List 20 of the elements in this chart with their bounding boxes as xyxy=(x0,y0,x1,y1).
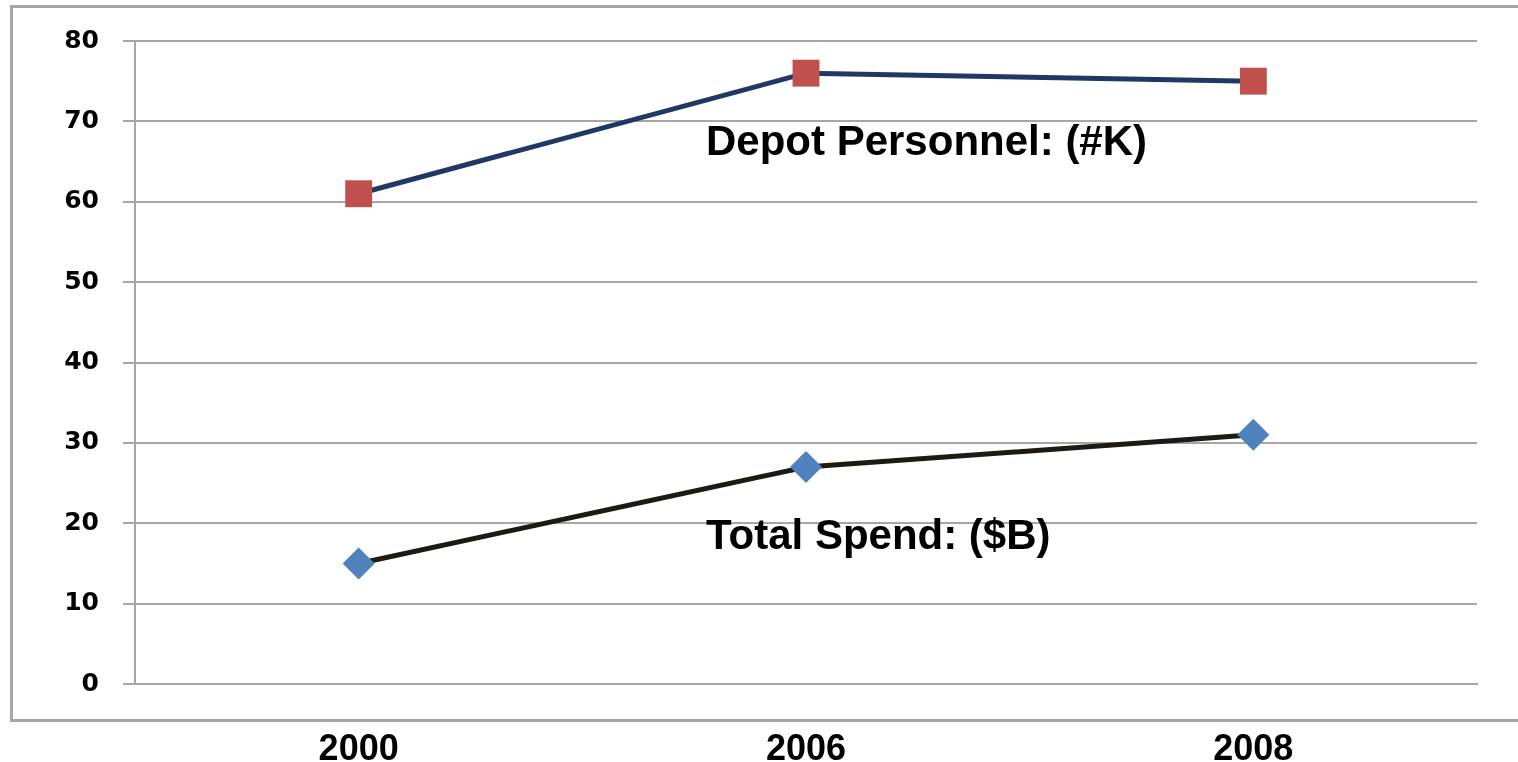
series-label: Total Spend: ($B) xyxy=(706,510,1051,558)
point xyxy=(792,59,820,87)
y-tick-label: 60 xyxy=(64,185,99,215)
point xyxy=(342,547,375,580)
x-tick-label: 2008 xyxy=(1213,726,1294,762)
y-tick-label: 70 xyxy=(64,104,99,134)
y-tick-label: 40 xyxy=(64,346,99,375)
series-label: Depot Personnel: (#K) xyxy=(706,117,1148,165)
y-tick-label: 30 xyxy=(64,426,99,456)
x-tick-label: 2006 xyxy=(765,726,847,762)
y-tick-label: 20 xyxy=(64,506,99,536)
y-tick-label: 10 xyxy=(64,587,99,617)
y-tick-label: 50 xyxy=(64,265,99,295)
point xyxy=(345,180,373,208)
point xyxy=(1237,418,1270,451)
y-tick-label: 80 xyxy=(64,24,99,54)
x-tick-label: 2000 xyxy=(318,726,399,762)
point xyxy=(1239,67,1267,95)
point xyxy=(790,450,822,483)
y-tick-label: 0 xyxy=(81,667,99,697)
